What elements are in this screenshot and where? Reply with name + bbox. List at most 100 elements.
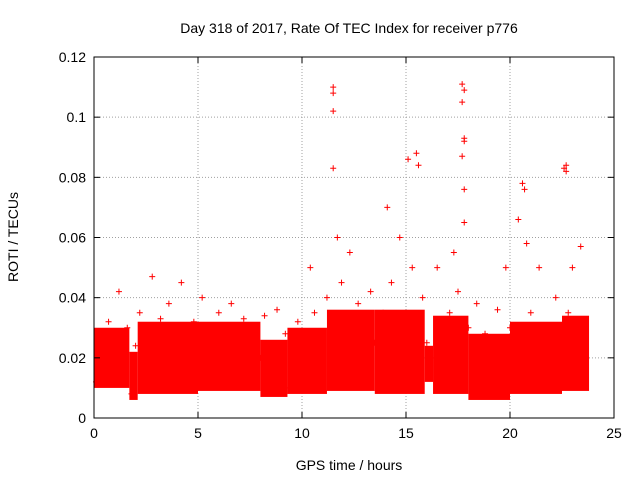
data-point: [442, 360, 449, 367]
data-point: [531, 348, 538, 355]
data-point: [342, 324, 349, 331]
x-tick-label: 5: [194, 425, 202, 441]
data-point: [149, 273, 156, 280]
data-point: [438, 324, 445, 331]
data-point: [307, 264, 314, 271]
y-axis-label: ROTI / TECUs: [5, 192, 21, 282]
data-point: [413, 150, 420, 157]
data-band-segment: [260, 339, 288, 397]
data-point: [236, 372, 243, 379]
data-point: [450, 249, 457, 256]
data-band-segment: [129, 351, 138, 400]
data-point: [359, 360, 366, 367]
data-point: [384, 204, 391, 211]
data-point: [299, 366, 305, 373]
data-point: [400, 324, 407, 331]
data-point: [132, 342, 139, 349]
data-point: [477, 369, 484, 376]
data-point: [219, 366, 226, 373]
data-point: [249, 360, 256, 367]
data-point: [290, 348, 297, 355]
data-point: [563, 168, 570, 175]
data-point: [334, 234, 341, 241]
data-point: [128, 390, 135, 397]
y-tick-label: 0.04: [59, 290, 86, 306]
data-point: [215, 309, 222, 316]
data-band-segment: [424, 345, 434, 382]
data-point: [502, 264, 509, 271]
x-tick-label: 10: [294, 425, 310, 441]
data-point: [459, 99, 466, 106]
data-point: [211, 354, 218, 361]
data-point: [190, 318, 197, 325]
data-point: [552, 294, 559, 301]
data-point: [346, 249, 353, 256]
data-point: [261, 312, 268, 319]
data-point: [330, 108, 337, 115]
data-point: [363, 324, 370, 331]
data-points: [93, 81, 588, 397]
data-point: [415, 162, 422, 169]
data-point: [494, 306, 501, 313]
data-point: [294, 318, 301, 325]
data-point: [388, 279, 395, 286]
x-axis-label: GPS time / hours: [296, 457, 403, 473]
data-point: [521, 186, 528, 193]
x-axis-ticks: 0 5 10 15 20 25: [90, 57, 622, 441]
data-point: [446, 309, 453, 316]
data-point: [182, 330, 189, 337]
data-point: [97, 330, 104, 337]
data-point: [455, 288, 461, 295]
data-point: [375, 369, 382, 376]
data-point: [286, 384, 293, 391]
y-tick-label: 0: [78, 410, 86, 426]
data-point: [459, 81, 466, 88]
data-point: [109, 369, 116, 376]
data-point: [465, 324, 472, 331]
data-point: [507, 324, 513, 331]
data-point: [515, 216, 522, 223]
data-point: [257, 354, 264, 361]
data-point: [303, 339, 310, 346]
y-tick-label: 0.02: [59, 350, 86, 366]
data-point: [157, 315, 164, 322]
data-point: [330, 165, 337, 172]
data-band-segment: [287, 327, 327, 394]
data-point: [140, 366, 147, 373]
data-point: [380, 309, 387, 316]
data-point: [519, 180, 526, 187]
data-point: [105, 318, 112, 325]
data-point: [282, 330, 289, 337]
data-band-segment: [433, 315, 469, 394]
data-point: [153, 354, 160, 361]
data-point: [459, 153, 466, 160]
data-point: [330, 84, 337, 91]
data-point: [461, 186, 468, 193]
data-point: [523, 240, 530, 247]
data-point: [581, 354, 588, 361]
data-point: [548, 330, 555, 337]
data-point: [563, 162, 570, 169]
data-point: [207, 324, 214, 331]
data-point: [371, 339, 378, 346]
data-point: [490, 342, 497, 349]
data-point: [367, 288, 374, 295]
data-point: [540, 324, 547, 331]
data-point: [565, 309, 572, 316]
data-point: [573, 339, 580, 346]
data-point: [355, 300, 362, 307]
data-point: [536, 264, 543, 271]
data-point: [165, 300, 172, 307]
data-point: [269, 342, 276, 349]
data-point: [265, 378, 272, 385]
data-point: [113, 348, 120, 355]
data-point: [461, 219, 468, 226]
y-tick-label: 0.1: [67, 109, 87, 125]
data-point: [405, 156, 412, 163]
data-point: [120, 360, 127, 367]
data-point: [124, 324, 131, 331]
data-band-segment: [510, 321, 562, 394]
data-point: [498, 354, 505, 361]
data-band-segment: [468, 333, 510, 400]
data-band-segment: [562, 315, 590, 391]
